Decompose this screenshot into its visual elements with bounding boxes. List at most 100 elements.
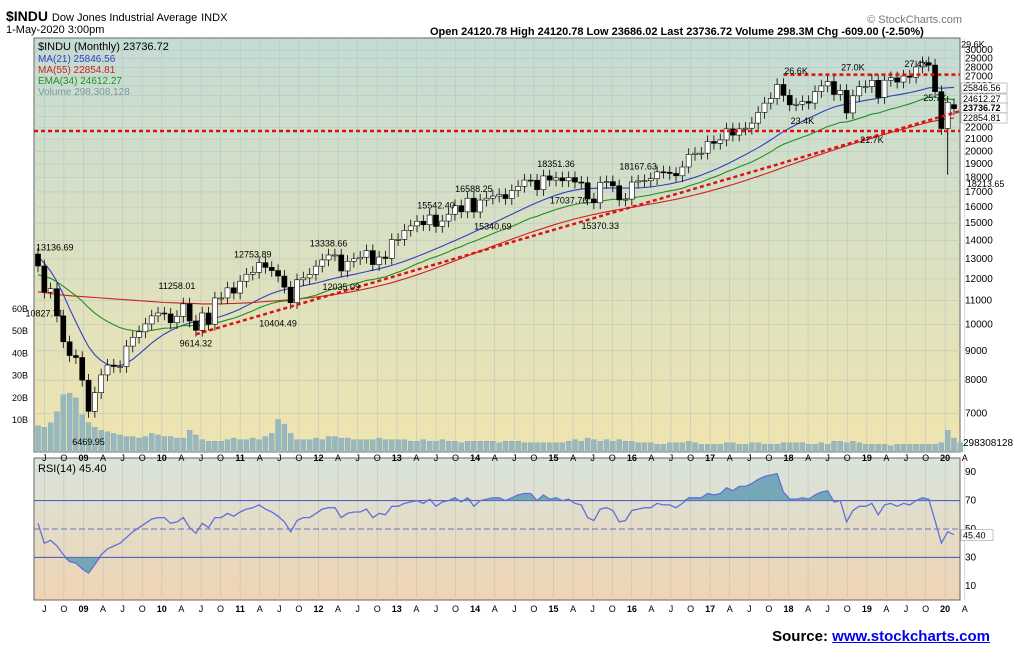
x-tick-label-rsi: 19 bbox=[862, 604, 872, 614]
x-tick-label-rsi: O bbox=[765, 604, 772, 614]
x-tick-label: O bbox=[609, 453, 616, 463]
candle-up bbox=[521, 179, 528, 187]
candle-up bbox=[856, 86, 863, 97]
volume-bar bbox=[610, 440, 616, 453]
candle-down bbox=[786, 95, 793, 106]
candle-down bbox=[54, 288, 60, 317]
volume-bar bbox=[540, 442, 547, 453]
x-tick-label: J bbox=[825, 453, 830, 463]
x-tick-label-rsi: J bbox=[42, 604, 47, 614]
candle-up bbox=[300, 277, 307, 281]
candle-up bbox=[850, 95, 856, 114]
peak-annotation: 18351.36 bbox=[537, 159, 575, 169]
candle-down bbox=[60, 315, 67, 343]
candle-down bbox=[110, 364, 117, 367]
volume-bar bbox=[888, 445, 894, 453]
candle-up bbox=[199, 312, 206, 331]
volume-bar bbox=[572, 439, 578, 453]
volume-bar bbox=[288, 433, 294, 453]
candle-down bbox=[666, 171, 673, 174]
x-tick-label: A bbox=[100, 453, 106, 463]
candle-up bbox=[243, 273, 250, 282]
volume-bar bbox=[332, 436, 338, 453]
peak-annotation: 23.4K bbox=[791, 116, 815, 126]
candle-up bbox=[628, 181, 635, 200]
axes: J J O O 09 09 A A J J O O 10 10 A A J J O O 11 11 A A J J O O 12 12 A A… bbox=[12, 45, 1013, 614]
candle-down bbox=[66, 341, 73, 356]
volume-bar bbox=[521, 442, 528, 453]
price-tick-label: 13000 bbox=[965, 254, 993, 265]
volume-bar bbox=[749, 442, 755, 453]
candle-down bbox=[906, 75, 913, 78]
volume-bar bbox=[47, 422, 54, 453]
volume-bar bbox=[161, 436, 168, 453]
x-tick-label-rsi: A bbox=[100, 604, 106, 614]
volume-bar bbox=[957, 442, 963, 453]
volume-bar bbox=[856, 442, 862, 453]
volume-bar bbox=[723, 442, 730, 453]
x-tick-label-rsi: O bbox=[374, 604, 381, 614]
candle-up bbox=[148, 315, 155, 325]
volume-bar bbox=[945, 430, 951, 453]
candle-up bbox=[306, 274, 313, 279]
x-tick-label: J bbox=[669, 453, 674, 463]
peak-annotation: 12035.09 bbox=[322, 282, 360, 292]
candle-up bbox=[180, 303, 187, 317]
volume-bar bbox=[483, 440, 490, 453]
candle-down bbox=[41, 265, 48, 293]
price-tick-label: 9000 bbox=[965, 346, 988, 357]
x-tick-label-rsi: J bbox=[590, 604, 595, 614]
candle-up bbox=[357, 256, 364, 260]
volume-tick-label: 60B bbox=[12, 304, 28, 314]
volume-bar bbox=[250, 437, 256, 453]
candle-up bbox=[174, 316, 180, 324]
price-tick-label: 11000 bbox=[965, 296, 993, 307]
volume-bar bbox=[262, 436, 269, 453]
x-tick-label: J bbox=[355, 453, 360, 463]
volume-bar bbox=[667, 442, 673, 453]
candle-up bbox=[313, 265, 319, 275]
price-tick-label: 12000 bbox=[965, 274, 993, 285]
x-tick-label: J bbox=[120, 453, 125, 463]
volume-bar bbox=[35, 425, 41, 453]
x-tick-label-rsi: O bbox=[139, 604, 146, 614]
x-tick-label: O bbox=[687, 453, 694, 463]
volume-bar bbox=[736, 444, 742, 453]
chart-name: Dow Jones Industrial Average bbox=[51, 12, 198, 24]
candlesticks bbox=[35, 56, 957, 418]
volume-bar bbox=[319, 439, 325, 453]
legend: $INDU (Monthly) 23736.72 MA(21) 25846.56… bbox=[38, 41, 169, 475]
x-tick-label-rsi: 12 bbox=[313, 604, 323, 614]
candle-up bbox=[294, 279, 300, 304]
candle-up bbox=[47, 288, 54, 293]
volume-bar bbox=[831, 440, 837, 453]
peak-annotation: 27.4K bbox=[904, 59, 928, 69]
price-tick-label: 16000 bbox=[965, 202, 993, 213]
candle-down bbox=[287, 286, 294, 304]
volume-bar bbox=[155, 434, 161, 453]
candle-down bbox=[875, 80, 882, 98]
x-tick-label-rsi: 11 bbox=[235, 604, 245, 614]
peak-annotation: 15542.40 bbox=[417, 200, 455, 210]
peak-annotation: 27.0K bbox=[841, 62, 865, 72]
candle-down bbox=[843, 90, 850, 114]
peak-annotation: 6469.95 bbox=[72, 437, 105, 447]
candle-down bbox=[559, 177, 566, 182]
rsi-tick-label: 30 bbox=[965, 552, 977, 563]
volume-bar bbox=[768, 444, 774, 453]
x-tick-label-rsi: 09 bbox=[78, 604, 88, 614]
x-tick-label: O bbox=[374, 453, 381, 463]
rsi-tick-label: 10 bbox=[965, 581, 977, 592]
x-tick-label: O bbox=[295, 453, 302, 463]
volume-bar bbox=[742, 444, 749, 453]
volume-bar bbox=[597, 440, 603, 453]
ema34-line bbox=[37, 96, 955, 332]
candle-down bbox=[610, 181, 616, 187]
peak-annotation: 21.7K bbox=[860, 135, 884, 145]
x-tick-label-rsi: A bbox=[570, 604, 576, 614]
volume-bar bbox=[565, 440, 572, 453]
candle-up bbox=[439, 220, 446, 227]
x-tick-label-rsi: 20 bbox=[940, 604, 950, 614]
source-link[interactable]: www.stockcharts.com bbox=[832, 628, 990, 645]
x-tick-label: 09 bbox=[78, 453, 88, 463]
